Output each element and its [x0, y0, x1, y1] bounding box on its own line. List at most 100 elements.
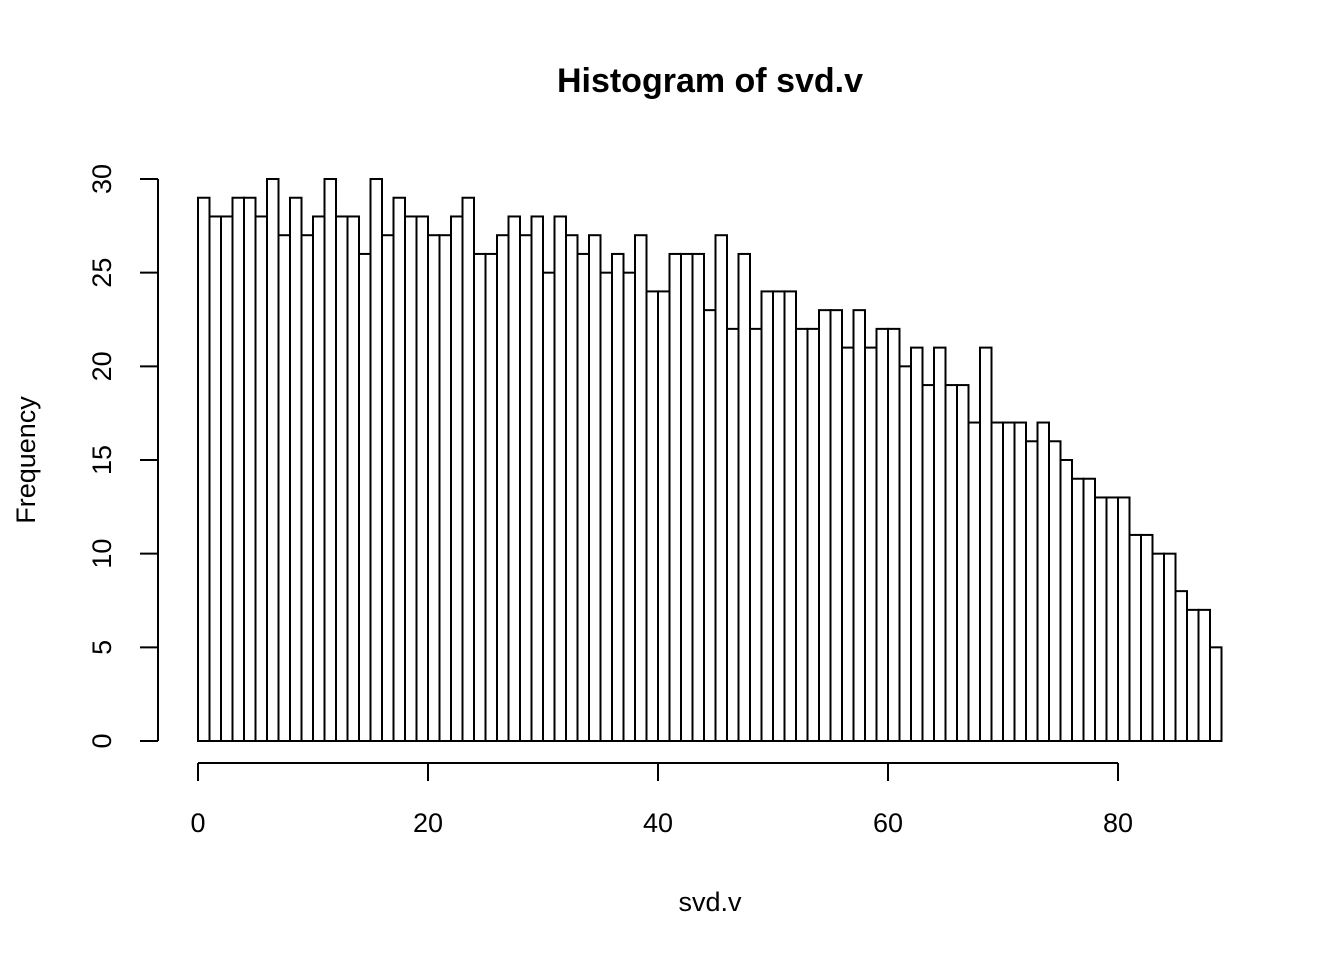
histogram-bar [576, 252, 590, 743]
y-tick-label: 15 [87, 445, 117, 475]
histogram-bar [634, 234, 648, 742]
histogram-bar [254, 215, 268, 742]
histogram-bar [645, 290, 659, 742]
x-tick-label: 80 [1103, 808, 1133, 838]
bars-group [197, 178, 1223, 743]
histogram-bar [197, 196, 211, 743]
histogram-bar [933, 346, 947, 742]
histogram-bar [1094, 496, 1108, 743]
y-tick-label: 20 [87, 351, 117, 381]
histogram-bar [300, 234, 314, 742]
histogram-bar [461, 196, 475, 743]
histogram-bar [829, 309, 843, 742]
histogram-bar [703, 309, 717, 742]
y-tick-label: 5 [87, 640, 117, 655]
histogram-bar [1036, 421, 1050, 742]
x-tick-label: 60 [873, 808, 903, 838]
histogram-bar [1197, 608, 1211, 743]
histogram-bar [1105, 496, 1119, 743]
histogram-bar [381, 234, 395, 742]
histogram-bar [990, 421, 1004, 742]
histogram-bar [1048, 440, 1062, 742]
y-tick-label: 0 [87, 733, 117, 748]
histogram-bar [415, 215, 429, 742]
histogram-bar [542, 271, 556, 742]
histogram-bar [1209, 646, 1223, 743]
histogram-bar [887, 327, 901, 742]
histogram-bar [944, 384, 958, 742]
histogram-bar [726, 327, 740, 742]
histogram-bar [956, 384, 970, 742]
histogram-bar [220, 215, 234, 742]
histogram-bar [1128, 533, 1142, 743]
histogram-bar [1174, 590, 1188, 742]
histogram-bar [622, 271, 636, 742]
y-tick-label: 25 [87, 258, 117, 288]
histogram-bar [979, 346, 993, 742]
histogram-bar [875, 327, 889, 742]
histogram-bar [427, 234, 441, 742]
histogram-bar [657, 290, 671, 742]
histogram-bar [806, 327, 820, 742]
histogram-bar [243, 196, 257, 743]
histogram-bar [346, 215, 360, 742]
histogram-bar [1186, 608, 1200, 743]
histogram-bar [473, 252, 487, 743]
histogram-bar [484, 252, 498, 743]
histogram-bar [369, 178, 383, 742]
histogram-bar [588, 234, 602, 742]
histogram-bar [1140, 533, 1154, 743]
chart-title: Histogram of svd.v [557, 62, 863, 100]
histogram-bar [496, 234, 510, 742]
histogram-bar [450, 215, 464, 742]
histogram-bar [737, 252, 751, 743]
histogram-bar [921, 384, 935, 742]
histogram-bar [1117, 496, 1131, 743]
histogram-bar [611, 252, 625, 743]
histogram-bar [323, 178, 337, 742]
histogram-bar [864, 346, 878, 742]
histogram-bar [1025, 440, 1039, 742]
histogram-bar [599, 271, 613, 742]
histogram-bar [565, 234, 579, 742]
y-axis: 0 5 10 15 20 25 30 [87, 164, 159, 749]
histogram-bar [553, 215, 567, 742]
histogram-bar [910, 346, 924, 742]
histogram-bar [818, 309, 832, 742]
histogram-bar [783, 290, 797, 742]
histogram-bar [231, 196, 245, 743]
histogram-bar [668, 252, 682, 743]
histogram-bar [530, 215, 544, 742]
histogram-bar [1013, 421, 1027, 742]
histogram-bar [749, 327, 763, 742]
x-axis-label: svd.v [678, 887, 742, 917]
histogram-bar [335, 215, 349, 742]
histogram-bar [519, 234, 533, 742]
histogram-bar [1082, 477, 1096, 742]
histogram-bar [967, 421, 981, 742]
histogram-bar [714, 234, 728, 742]
histogram-bar [760, 290, 774, 742]
histogram-bar [277, 234, 291, 742]
histogram-bar [1151, 552, 1165, 742]
histogram-bar [1059, 459, 1073, 742]
histogram-bar [680, 252, 694, 743]
histogram-bar [404, 215, 418, 742]
histogram-bar [795, 327, 809, 742]
histogram-bar [438, 234, 452, 742]
histogram-bar [898, 365, 912, 742]
y-axis-label: Frequency [11, 396, 41, 524]
histogram-bar [507, 215, 521, 742]
x-axis: 0 20 40 60 80 [190, 762, 1133, 838]
y-tick-label: 10 [87, 539, 117, 569]
histogram-bar [358, 252, 372, 743]
histogram-bar [852, 309, 866, 742]
histogram-bar [1002, 421, 1016, 742]
histogram-bar [841, 346, 855, 742]
x-tick-label: 40 [643, 808, 673, 838]
histogram-bar [289, 196, 303, 743]
histogram-bar [691, 252, 705, 743]
histogram-bar [208, 215, 222, 742]
histogram-bar [1163, 552, 1177, 742]
